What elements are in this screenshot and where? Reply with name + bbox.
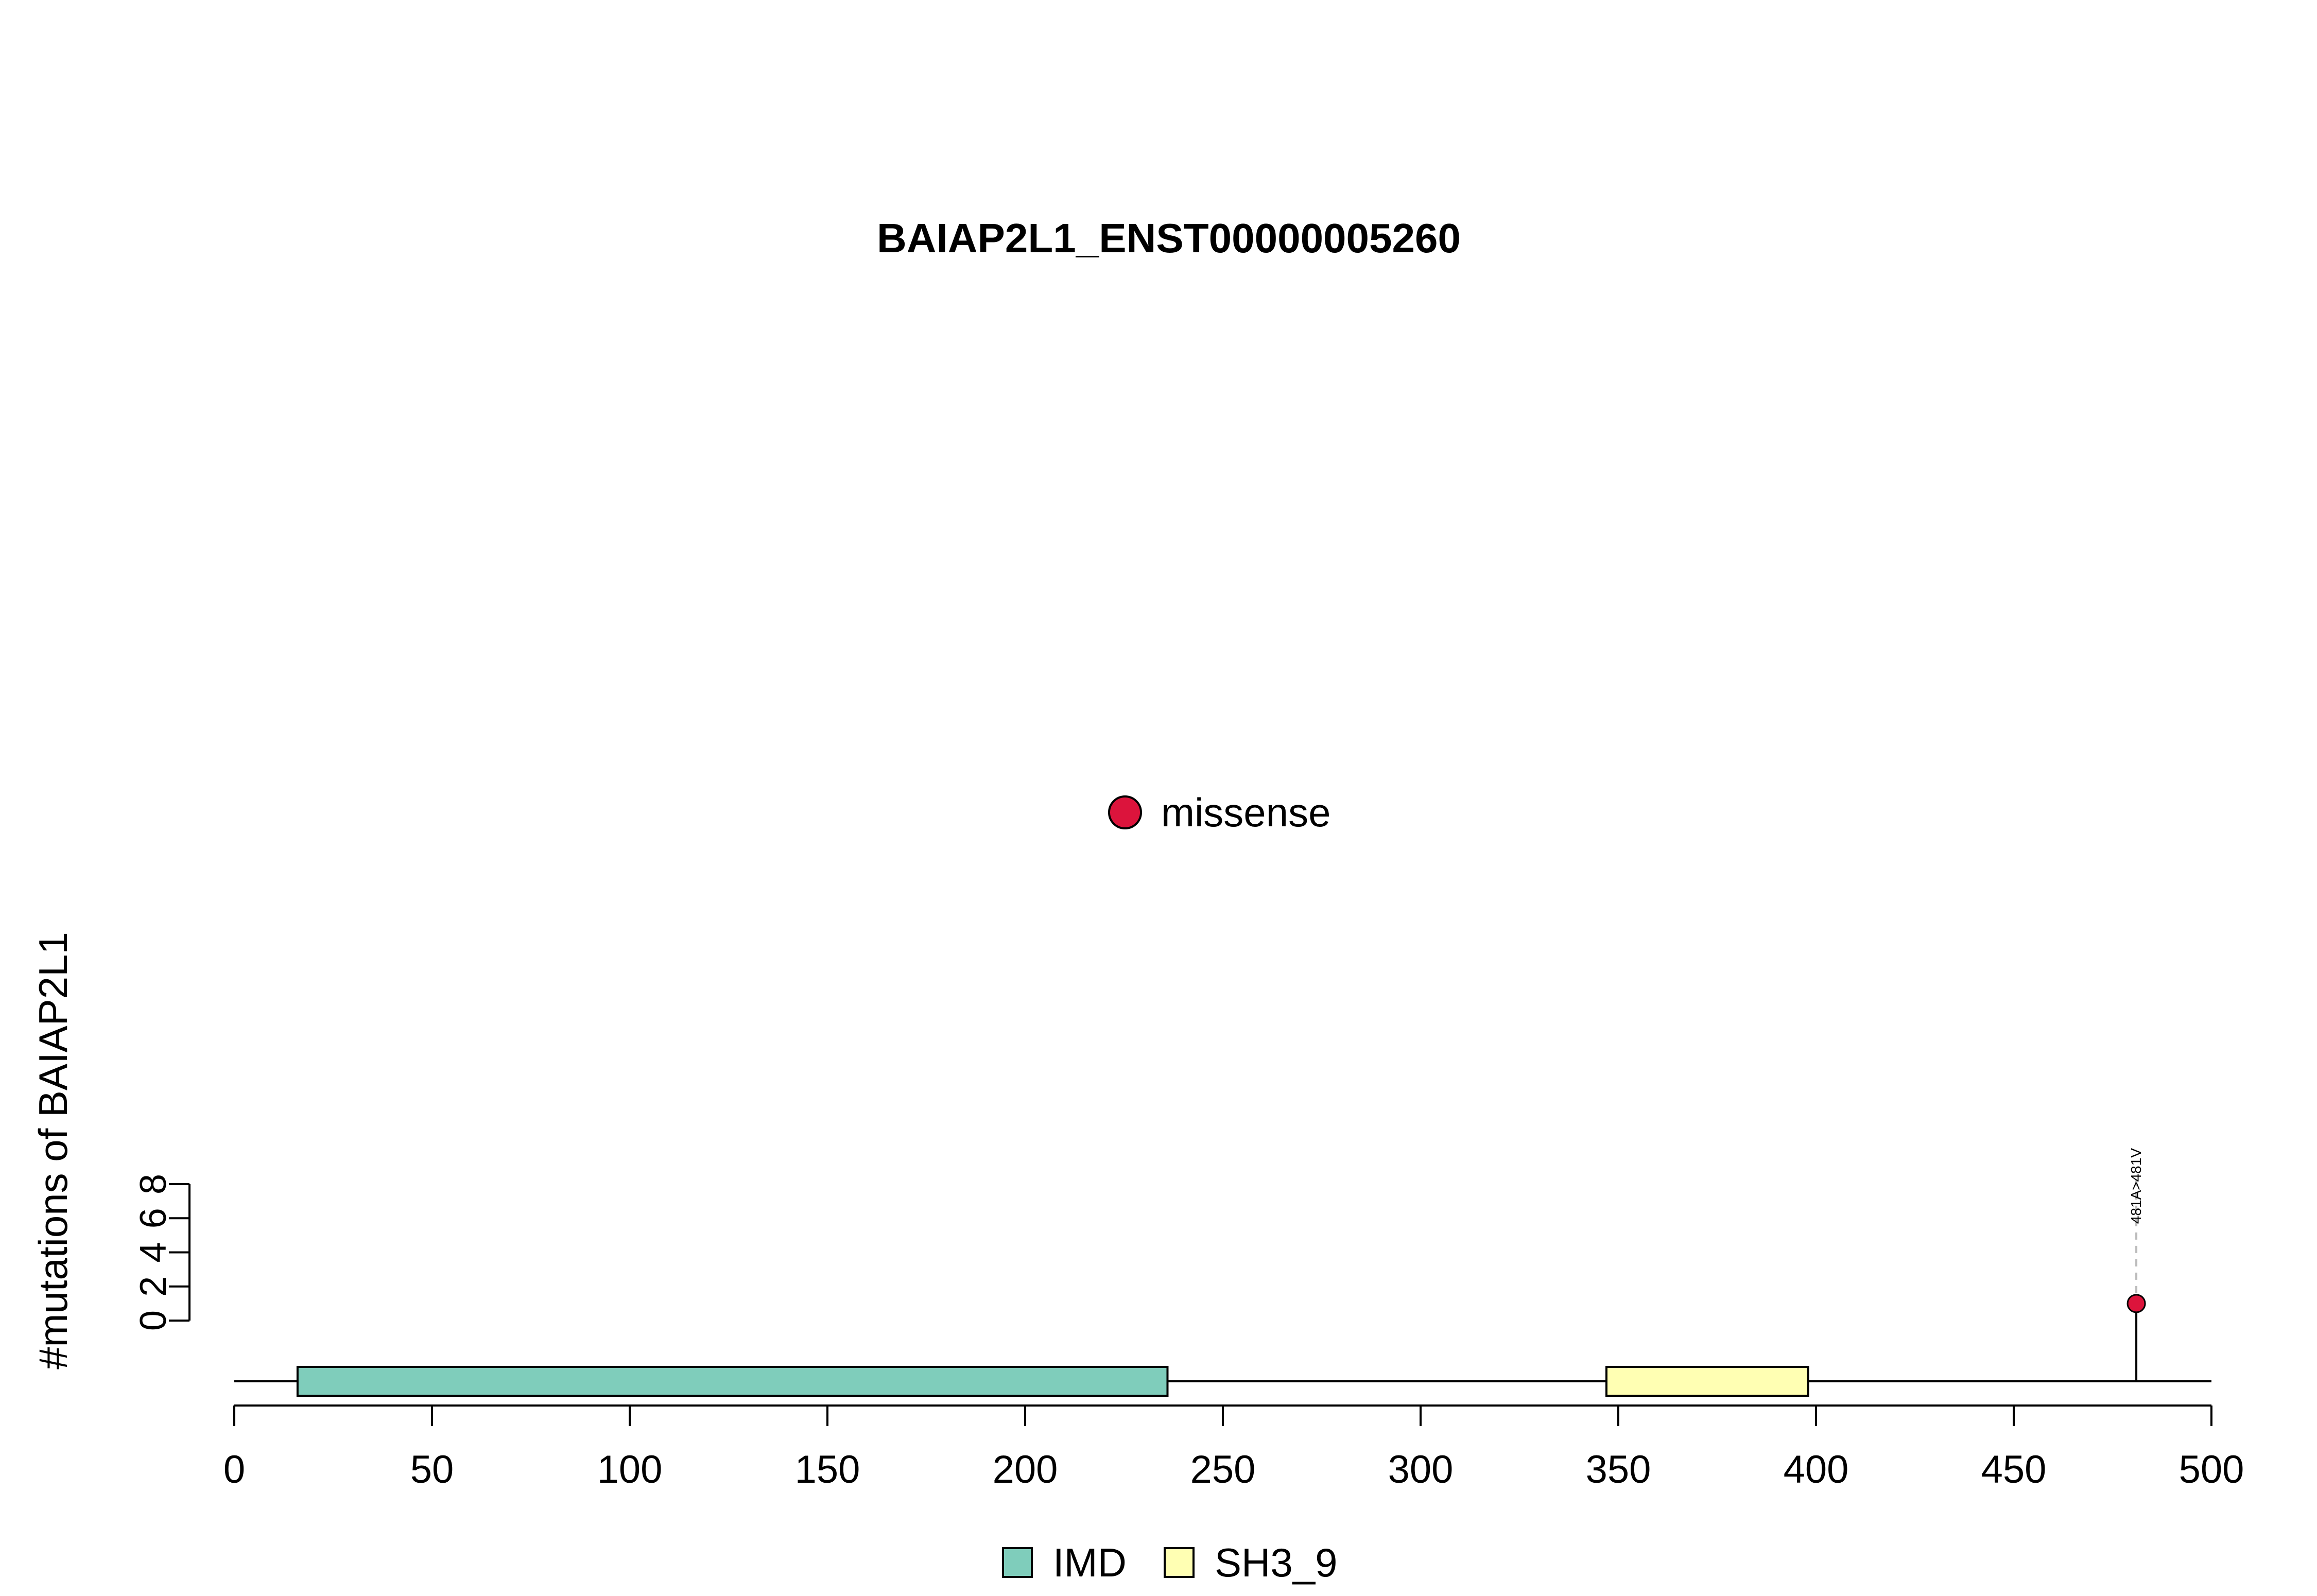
chart-title: BAIAP2L1_ENST00000005260 — [877, 215, 1461, 261]
x-tick-label: 250 — [1190, 1448, 1256, 1491]
y-tick-label: 4 — [133, 1242, 174, 1262]
x-tick-label: 200 — [993, 1448, 1058, 1491]
mutation-lollipop-layer: 481A>481V — [2126, 1148, 2146, 1381]
legend-label: missense — [1161, 790, 1330, 835]
x-tick-label: 450 — [1981, 1448, 2047, 1491]
x-tick-label: 100 — [597, 1448, 663, 1491]
y-axis: 0 2 4 6 8 — [133, 1174, 191, 1331]
domain-legend: IMD SH3_9 — [1002, 1540, 1338, 1585]
y-tick-label: 8 — [133, 1174, 174, 1194]
domain-legend-label: IMD — [1053, 1540, 1127, 1585]
domain-legend-swatch — [1002, 1547, 1033, 1578]
x-tick-label: 50 — [410, 1448, 454, 1491]
mutation-label: 481A>481V — [2128, 1148, 2144, 1224]
domain-rect — [1605, 1366, 1809, 1397]
domain-legend-swatch — [1164, 1547, 1195, 1578]
domain-legend-label: SH3_9 — [1215, 1540, 1338, 1585]
y-axis-label: #mutations of BAIAP2L1 — [30, 932, 76, 1369]
x-tick-label: 150 — [795, 1448, 860, 1491]
y-tick-label: 0 — [133, 1310, 174, 1331]
x-tick-label: 500 — [2179, 1448, 2244, 1491]
lollipop-head — [2126, 1294, 2146, 1313]
y-tick-label: 2 — [133, 1276, 174, 1297]
x-axis: 0 50 100 150 200 250 300 350 400 450 500 — [223, 1404, 2244, 1491]
domain-layer — [296, 1366, 1809, 1397]
domain-rect — [296, 1366, 1169, 1397]
y-tick-label: 6 — [133, 1208, 174, 1228]
legend-marker-missense — [1108, 795, 1142, 829]
x-tick-label: 350 — [1586, 1448, 1651, 1491]
x-tick-label: 0 — [223, 1448, 245, 1491]
x-tick-label: 300 — [1388, 1448, 1454, 1491]
x-tick-label: 400 — [1784, 1448, 1849, 1491]
mutation-type-legend: missense — [1108, 790, 1330, 835]
